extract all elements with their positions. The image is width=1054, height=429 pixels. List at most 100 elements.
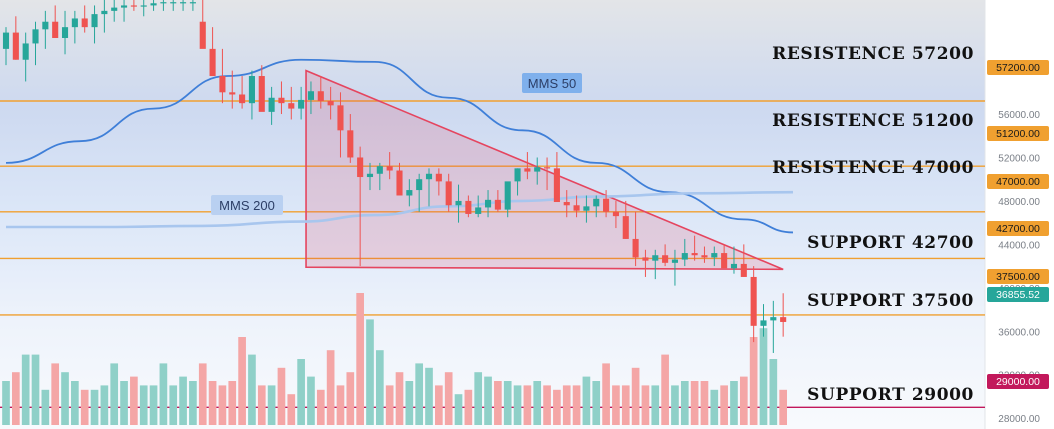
volume-bar: [307, 376, 315, 425]
candle-body: [268, 97, 275, 112]
volume-bar: [543, 385, 551, 425]
candle-body: [642, 257, 649, 261]
y-tick-label: 44000.00: [998, 240, 1040, 251]
volume-bar: [759, 328, 768, 425]
price-badge-47000-box: [987, 174, 1049, 189]
volume-bar: [149, 385, 158, 425]
volume-bar: [316, 389, 325, 425]
candle-body: [91, 14, 98, 28]
candle-body: [219, 76, 226, 93]
candle-body: [42, 21, 49, 30]
candle-body: [317, 91, 324, 102]
ma200-tag-label: MMS 200: [219, 198, 275, 213]
candle-body: [160, 2, 167, 4]
volume-bar: [700, 381, 709, 425]
level-label-support-29000: SUPPORT 29000: [807, 385, 974, 405]
candle-body: [81, 18, 88, 28]
price-badge-47000: 47000.00: [987, 174, 1049, 189]
candle-body: [140, 5, 147, 7]
candle-body: [366, 173, 374, 178]
price-badge-37500: 37500.00: [987, 269, 1049, 284]
candle-body: [750, 276, 757, 326]
price-badge-29000-box: [987, 374, 1049, 389]
volume-bar: [523, 385, 532, 425]
candle-body: [514, 168, 521, 182]
volume-bar: [661, 354, 669, 425]
plot-background: [0, 0, 985, 429]
volume-bar: [61, 372, 69, 425]
candle-body: [22, 43, 29, 60]
y-tick-label: 56000.00: [998, 110, 1040, 121]
price-badge-42700-text: 42700.00: [996, 223, 1040, 235]
y-tick-label: 52000.00: [998, 153, 1040, 164]
price-badge-37500-text: 37500.00: [996, 271, 1040, 283]
level-label-resistance-51200: RESISTENCE 51200: [772, 111, 974, 131]
candle-body: [563, 202, 570, 206]
level-label-support-37500: SUPPORT 37500: [807, 291, 974, 311]
volume-bar: [474, 372, 483, 425]
candle-body: [671, 259, 678, 263]
price-badge-47000-text: 47000.00: [996, 176, 1040, 188]
volume-bar: [621, 385, 630, 425]
candle-body: [396, 170, 403, 196]
candle-body: [239, 94, 246, 104]
volume-bar: [287, 394, 296, 425]
candle-body: [701, 255, 708, 258]
candle-body: [150, 3, 157, 6]
candle-body: [288, 103, 295, 109]
candle-body: [435, 173, 442, 182]
candle-body: [248, 76, 255, 104]
volume-bar: [444, 372, 453, 425]
candle-body: [406, 190, 413, 196]
candle-body: [662, 255, 669, 263]
volume-bar: [385, 385, 394, 425]
volume-bar: [356, 293, 364, 425]
volume-bar: [41, 389, 50, 425]
candle-body: [603, 198, 610, 212]
volume-bar: [297, 359, 305, 425]
volume-bar: [739, 376, 748, 425]
ma50-tag-box: [522, 73, 582, 93]
volume-bar: [405, 381, 414, 425]
volume-bar: [749, 337, 758, 425]
y-tick-label: 36000.00: [998, 327, 1040, 338]
candle-body: [12, 32, 19, 60]
candle-body: [199, 21, 206, 49]
ma200-tag: MMS 200: [211, 195, 283, 215]
volume-bar: [425, 367, 433, 425]
candle-body: [553, 168, 560, 203]
volume-bar: [228, 381, 237, 425]
candle-body: [337, 105, 344, 131]
price-badge-37500-box: [987, 269, 1049, 284]
price-badge-51200: 51200.00: [987, 126, 1049, 141]
candle-body: [180, 2, 187, 4]
candle-body: [347, 130, 354, 158]
ma200-line: [6, 190, 794, 229]
candle-body: [652, 255, 659, 261]
volume-bars: [2, 293, 787, 425]
volume-bar: [553, 389, 561, 425]
volume-bar: [720, 385, 728, 425]
level-label-resistance-57200: RESISTENCE 57200: [772, 44, 974, 64]
candle-body: [445, 181, 452, 206]
price-badge-57200-text: 57200.00: [996, 62, 1040, 74]
y-tick-label: 48000.00: [998, 197, 1040, 208]
candle-body: [681, 253, 688, 260]
volume-bar: [267, 385, 276, 425]
candle-body: [612, 211, 619, 217]
candle-body: [524, 168, 531, 172]
volume-bar: [641, 385, 650, 425]
volume-bar: [238, 337, 246, 425]
volume-bar: [651, 385, 660, 425]
volume-bar: [12, 372, 20, 425]
volume-bar: [779, 389, 787, 425]
y-tick-label: 28000.00: [998, 414, 1040, 425]
volume-bar: [169, 385, 178, 425]
candle-body: [61, 27, 69, 39]
candle-body: [593, 198, 600, 207]
volume-bar: [612, 385, 620, 425]
candle-body: [465, 200, 472, 214]
volume-bar: [189, 381, 197, 425]
price-badge-29000: 29000.00: [987, 374, 1049, 389]
